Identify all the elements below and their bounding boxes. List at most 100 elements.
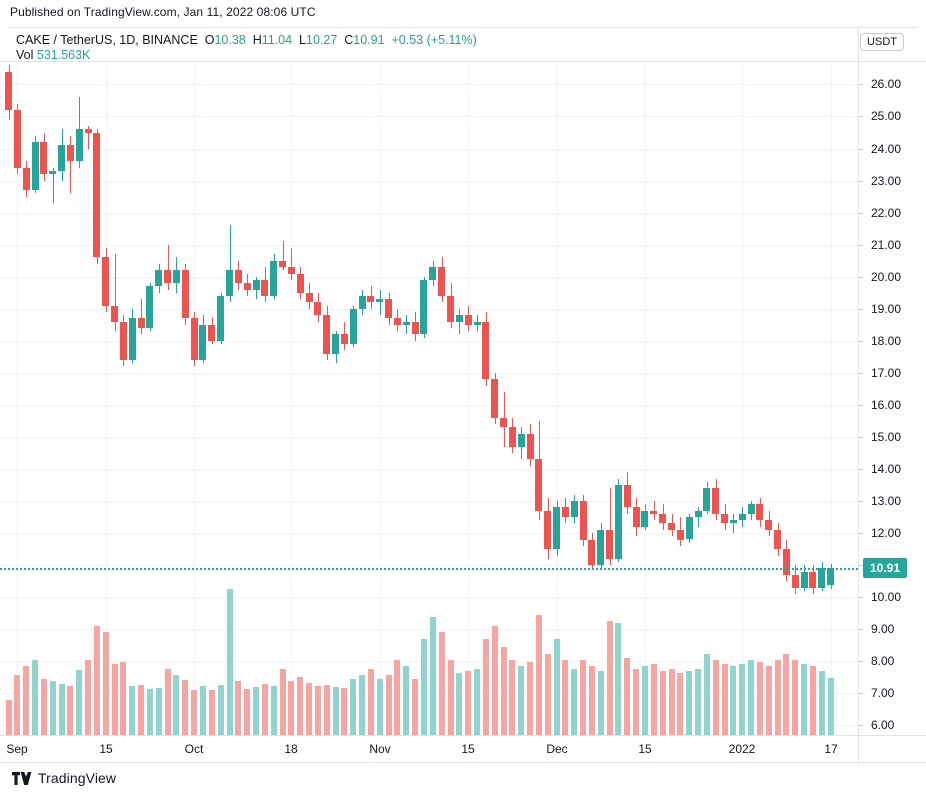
candle-body: [588, 539, 596, 566]
chart-plot-area[interactable]: [0, 62, 858, 735]
candle-body: [332, 334, 340, 354]
volume-bar: [111, 664, 118, 735]
candle-body: [818, 568, 826, 588]
current-price-badge[interactable]: 10.91: [863, 558, 908, 579]
candle-body: [659, 513, 667, 524]
grid-line-horizontal: [0, 469, 858, 470]
grid-line-vertical: [106, 62, 107, 735]
candle-wick: [406, 315, 407, 335]
volume-bar: [120, 662, 127, 735]
price-axis-tick-label: 19.00: [871, 301, 902, 316]
grid-line-vertical: [380, 62, 381, 735]
grid-line-vertical: [17, 62, 18, 735]
price-axis[interactable]: 26.00 25.00 24.00 23.00 22.00 21.00 20.00 19.00…: [858, 62, 926, 735]
candle-body: [694, 510, 702, 518]
candle-body: [58, 145, 66, 171]
volume-bar: [341, 687, 348, 735]
volume-bar: [721, 664, 728, 735]
volume-bar: [474, 668, 481, 735]
candle-body: [252, 279, 260, 290]
price-axis-tick-label: 22.00: [871, 205, 902, 220]
volume-bar: [553, 638, 560, 735]
candle-wick: [283, 241, 284, 271]
price-axis-tick-label: 8.00: [871, 654, 895, 669]
candle-body: [782, 549, 790, 575]
price-axis-tick-label: 23.00: [871, 173, 902, 188]
price-axis-tick-label: 25.00: [871, 109, 902, 124]
volume-bar: [93, 625, 100, 735]
candle-body: [791, 574, 799, 588]
volume-bar: [32, 660, 39, 735]
price-axis-tick-mark: [859, 501, 863, 503]
volume-bar: [465, 670, 472, 735]
candle-body: [40, 142, 48, 175]
tradingview-footer: TradingView: [12, 770, 116, 786]
candle-body: [340, 334, 348, 344]
candle-body: [676, 529, 684, 540]
volume-bar: [535, 615, 542, 735]
volume-bar: [5, 699, 12, 735]
volume-bar: [394, 660, 401, 735]
candle-wick: [141, 299, 142, 335]
candle-body: [66, 145, 74, 162]
price-axis-tick-label: 10.00: [871, 590, 902, 605]
price-axis-tick-label: 17.00: [871, 365, 902, 380]
legend-symbol[interactable]: CAKE / TetherUS, 1D, BINANCE: [16, 33, 198, 47]
candle-body: [172, 270, 180, 284]
time-axis-tick-label: 18: [284, 742, 298, 756]
volume-bar: [650, 664, 657, 735]
price-axis-tick-mark: [859, 340, 863, 342]
volume-bar: [765, 666, 772, 735]
price-axis-tick-label: 6.00: [871, 718, 895, 733]
currency-badge: USDT: [860, 33, 904, 51]
candle-body: [49, 170, 57, 175]
grid-line-horizontal: [0, 565, 858, 567]
grid-line-horizontal: [0, 597, 858, 599]
volume-bar: [703, 653, 710, 735]
grid-line-horizontal: [0, 404, 858, 406]
time-axis[interactable]: Sep 15 Oct 18 Nov 15 Dec 15 2022 17: [0, 736, 858, 762]
legend-volume-line: Vol 531.563K: [16, 48, 90, 62]
candle-body: [270, 260, 278, 296]
time-axis-tick-label: 17: [824, 742, 838, 756]
grid-line-horizontal: [0, 501, 858, 503]
candle-body: [765, 520, 773, 530]
candle-body: [800, 571, 808, 588]
volume-bar: [527, 662, 534, 735]
candle-body: [208, 324, 216, 341]
candle-body: [668, 523, 675, 530]
volume-bar: [270, 685, 277, 735]
candle-body: [650, 510, 658, 514]
volume-bar: [314, 685, 321, 735]
volume-bar: [306, 682, 313, 735]
candle-body: [181, 270, 189, 319]
legend-close-value: 10.91: [353, 33, 385, 47]
volume-bar: [217, 684, 224, 735]
grid-line-horizontal: [0, 180, 858, 182]
volume-bar: [482, 638, 489, 735]
candle-body: [774, 529, 782, 550]
volume-bar: [659, 670, 666, 735]
volume-bar: [23, 666, 30, 735]
grid-line-horizontal: [0, 276, 858, 278]
price-axis-tick-mark: [859, 404, 863, 406]
price-axis-tick-mark: [859, 84, 863, 86]
grid-line-horizontal: [0, 340, 858, 342]
candle-body: [349, 308, 357, 345]
volume-bar: [49, 681, 56, 735]
price-axis-tick-mark: [859, 212, 863, 214]
volume-bar: [261, 683, 268, 735]
grid-line-horizontal: [0, 725, 858, 727]
candle-body: [243, 283, 251, 290]
legend-volume-label: Vol: [16, 48, 34, 62]
plot-bottom-divider: [0, 735, 926, 736]
volume-bar: [456, 672, 463, 735]
price-axis-tick-mark: [859, 276, 863, 278]
candle-body: [482, 321, 490, 380]
tradingview-logo-icon: [12, 771, 32, 785]
candle-body: [614, 485, 622, 559]
volume-bar: [597, 670, 604, 735]
price-axis-tick-label: 21.00: [871, 237, 902, 252]
volume-bar: [792, 660, 799, 735]
